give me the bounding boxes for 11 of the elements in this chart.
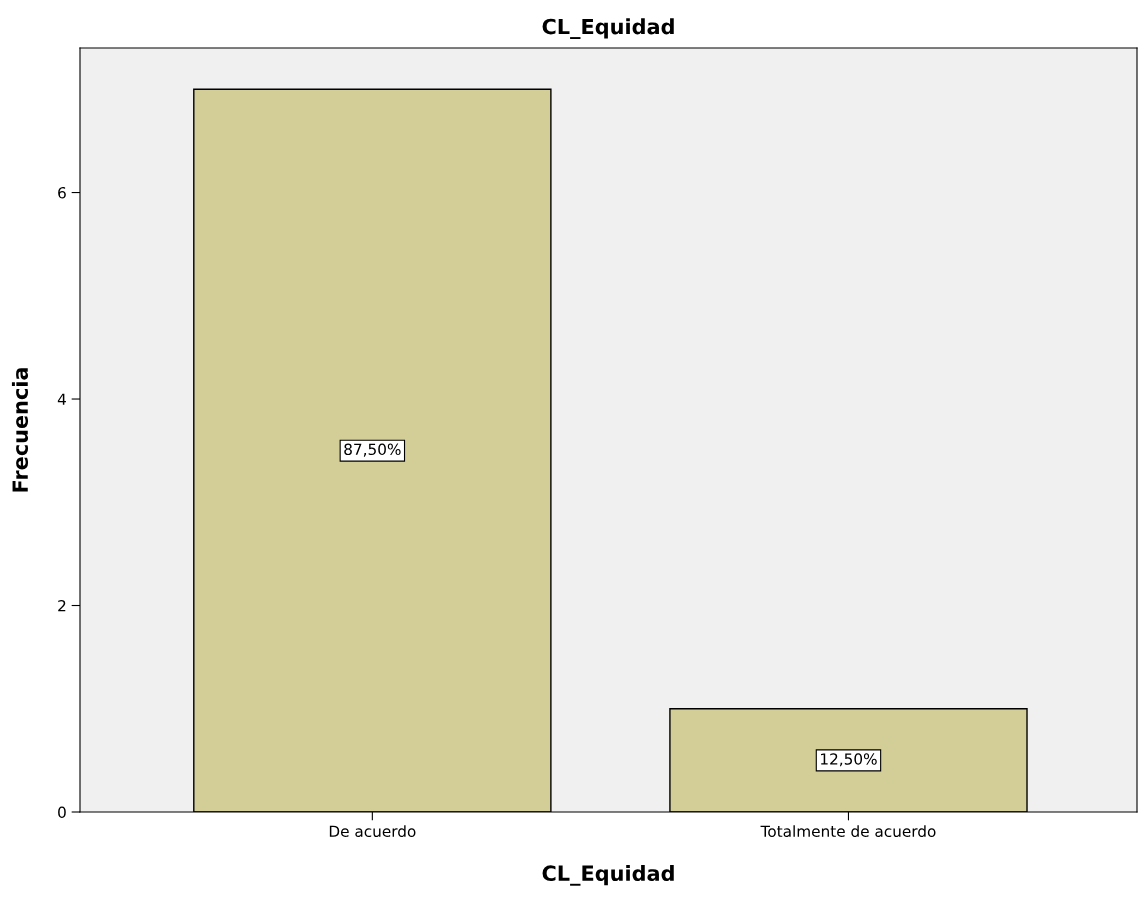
- x-tick-label: Totalmente de acuerdo: [760, 825, 936, 838]
- x-axis-title: CL_Equidad: [542, 864, 674, 886]
- y-tick-label: 2: [58, 599, 66, 612]
- y-axis-title: Frecuencia: [11, 368, 29, 492]
- y-tick-label: 0: [58, 806, 66, 819]
- chart-title: CL_Equidad: [542, 18, 674, 40]
- annotation: 12,50%: [821, 753, 877, 767]
- y-tick-label: 4: [57, 393, 66, 405]
- annotation: 87,50%: [344, 443, 401, 457]
- x-tick-label: De acuerdo: [329, 825, 416, 838]
- y-tick-label: 6: [58, 187, 66, 199]
